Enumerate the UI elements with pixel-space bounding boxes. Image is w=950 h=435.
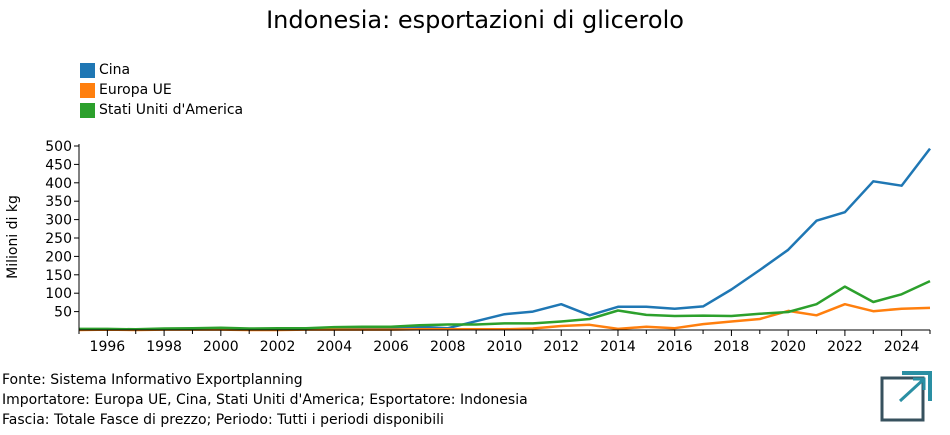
x-tick-label: 2010 [487, 339, 523, 355]
x-tick-label: 2022 [827, 339, 863, 355]
legend-swatch [80, 62, 95, 78]
x-tick-label: 2004 [316, 339, 352, 355]
y-axis-label: Milioni di kg [5, 195, 21, 279]
y-tick-label: 300 [45, 213, 72, 229]
x-tick-label: 2008 [430, 339, 466, 355]
y-tick-label: 250 [45, 231, 72, 247]
exportplanning-logo-icon [880, 371, 932, 422]
x-tick-label: 2012 [543, 339, 579, 355]
x-tick-label: 2006 [373, 339, 409, 355]
legend: Cina Europa UE Stati Uniti d'America [80, 60, 243, 120]
x-tick-label: 2000 [203, 339, 239, 355]
footer: Fonte: Sistema Informativo Exportplannin… [2, 370, 528, 430]
x-tick-label: 1998 [146, 339, 182, 355]
chart-title: Indonesia: esportazioni di glicerolo [266, 6, 684, 34]
series-layer [78, 147, 931, 332]
x-tick-label: 2014 [600, 339, 636, 355]
legend-swatch [80, 82, 95, 98]
filter-text: Importatore: Europa UE, Cina, Stati Unit… [2, 392, 528, 408]
legend-label: Stati Uniti d'America [99, 102, 244, 118]
y-tick-label: 500 [45, 139, 72, 155]
legend-swatch [80, 102, 95, 118]
legend-item: Cina [80, 60, 243, 80]
x-tick-label: 2020 [770, 339, 806, 355]
y-tick-label: 400 [45, 176, 72, 192]
x-tick-label: 2016 [657, 339, 693, 355]
source-text: Fonte: Sistema Informativo Exportplannin… [2, 372, 303, 388]
legend-item: Stati Uniti d'America [80, 100, 243, 120]
y-tick-label: 450 [45, 157, 72, 173]
y-tick-label: 150 [45, 268, 72, 284]
series-line-cina [79, 147, 931, 331]
x-tick-label: 2018 [714, 339, 750, 355]
legend-label: Cina [99, 62, 131, 78]
y-tick-label: 100 [45, 286, 72, 302]
y-tick-label: 50 [54, 305, 72, 321]
y-tick-label: 350 [45, 194, 72, 210]
legend-item: Europa UE [80, 80, 243, 100]
y-tick-label: 200 [45, 249, 72, 265]
legend-label: Europa UE [99, 82, 172, 98]
range-text: Fascia: Totale Fasce di prezzo; Periodo:… [2, 412, 444, 428]
x-tick-label: 2024 [884, 339, 920, 355]
x-tick-label: 1996 [90, 339, 126, 355]
series-line-stati-uniti-d-america [79, 279, 931, 331]
x-tick-label: 2002 [260, 339, 296, 355]
axes: 50 100 150 200 250 300 350 400 450 500 1996 1998 200… [45, 139, 931, 355]
